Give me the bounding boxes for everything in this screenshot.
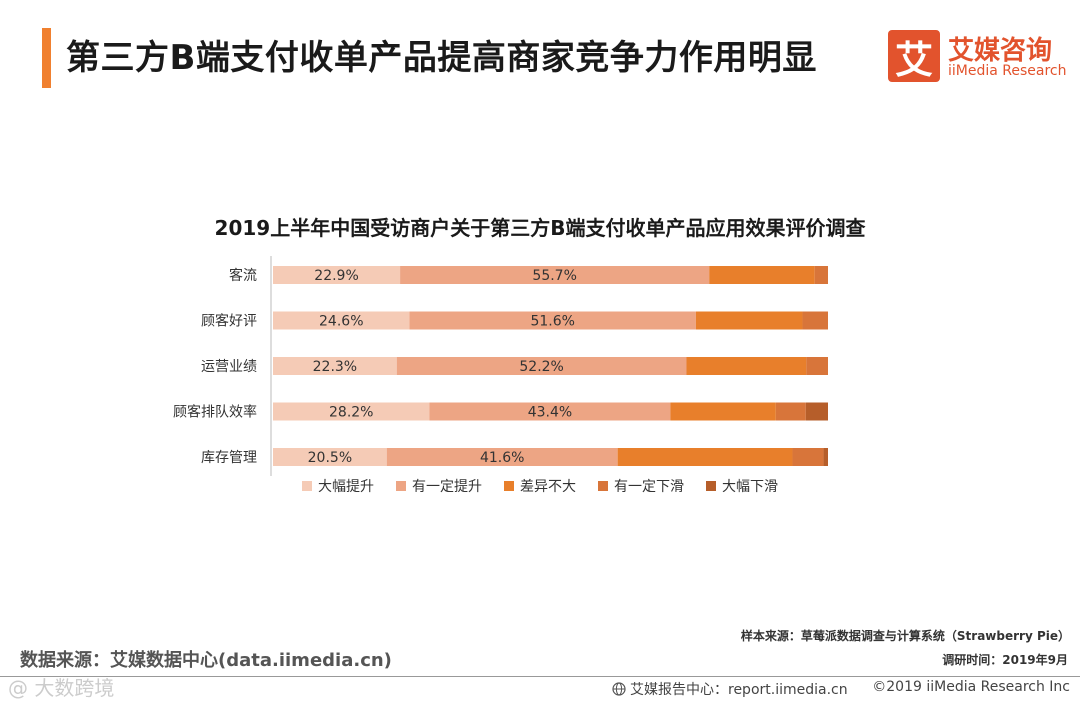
legend-label: 大幅下滑 — [722, 478, 778, 495]
bar-segment — [617, 448, 793, 466]
category-label: 库存管理 — [201, 450, 257, 466]
data-label: 22.9% — [314, 268, 358, 284]
legend-swatch — [396, 481, 406, 491]
bar-segment — [429, 402, 671, 421]
category-label: 顾客排队效率 — [173, 404, 257, 421]
logo-name-en: iiMedia Research — [948, 63, 1067, 79]
bar-segment — [695, 311, 803, 330]
bar-segment — [273, 266, 401, 284]
globe-icon — [612, 682, 626, 696]
bar-segment — [823, 448, 828, 466]
bar-segment — [386, 448, 618, 466]
bar-segment — [805, 402, 828, 421]
copyright: ©2019 iiMedia Research Inc — [872, 679, 1070, 695]
data-label: 41.6% — [480, 450, 524, 466]
footer-divider — [0, 676, 1080, 677]
bar-segment — [273, 402, 430, 421]
data-label: 28.2% — [329, 405, 373, 421]
data-source: 数据来源：艾媒数据中心(data.iimedia.cn) — [20, 650, 392, 671]
bar-segment — [814, 266, 828, 284]
data-label: 51.6% — [530, 314, 574, 330]
report-center-link[interactable]: 艾媒报告中心：report.iimedia.cn — [612, 679, 848, 699]
bar-segment — [709, 266, 815, 284]
legend-swatch — [706, 481, 716, 491]
survey-time: 调研时间：2019年9月 — [942, 653, 1068, 667]
bar-segment — [273, 311, 410, 330]
data-label: 22.3% — [313, 359, 357, 375]
bar-segment — [396, 357, 687, 375]
sample-source: 样本来源：草莓派数据调查与计算系统（Strawberry Pie） — [740, 629, 1070, 643]
data-label: 20.5% — [308, 450, 352, 466]
legend-swatch — [598, 481, 608, 491]
legend-label: 有一定下滑 — [614, 478, 684, 495]
legend-label: 差异不大 — [520, 479, 576, 495]
bar-segment — [409, 311, 696, 330]
bar-segment — [273, 357, 397, 375]
bar-segment — [806, 357, 828, 375]
data-label: 55.7% — [532, 268, 576, 284]
category-label: 顾客好评 — [201, 313, 257, 330]
legend-swatch — [302, 481, 312, 491]
bar-segment — [400, 266, 710, 284]
title-accent-bar — [42, 28, 51, 88]
logo-name-cn: 艾媒咨询 — [948, 36, 1053, 66]
bar-segment — [273, 448, 387, 466]
bar-segment — [686, 357, 807, 375]
bar-segment — [775, 402, 806, 421]
bar-segment — [670, 402, 776, 421]
data-label: 52.2% — [519, 359, 563, 375]
legend-swatch — [504, 481, 514, 491]
data-label: 43.4% — [528, 405, 572, 421]
category-label: 运营业绩 — [201, 359, 257, 375]
bar-segment — [792, 448, 824, 466]
page-title: 第三方B端支付收单产品提高商家竞争力作用明显 — [66, 38, 817, 78]
bar-segment — [802, 311, 828, 330]
data-label: 24.6% — [319, 314, 363, 330]
report-center-text: 艾媒报告中心：report.iimedia.cn — [630, 682, 848, 698]
legend-label: 大幅提升 — [318, 479, 374, 495]
chart-title: 2019上半年中国受访商户关于第三方B端支付收单产品应用效果评价调查 — [214, 216, 866, 240]
category-label: 客流 — [229, 267, 257, 284]
logo-mark: 艾 — [888, 30, 940, 82]
watermark: @ 大数跨境 — [8, 676, 115, 700]
legend-label: 有一定提升 — [412, 479, 482, 495]
brand-logo: 艾 艾媒咨询 iiMedia Research — [888, 30, 1068, 86]
